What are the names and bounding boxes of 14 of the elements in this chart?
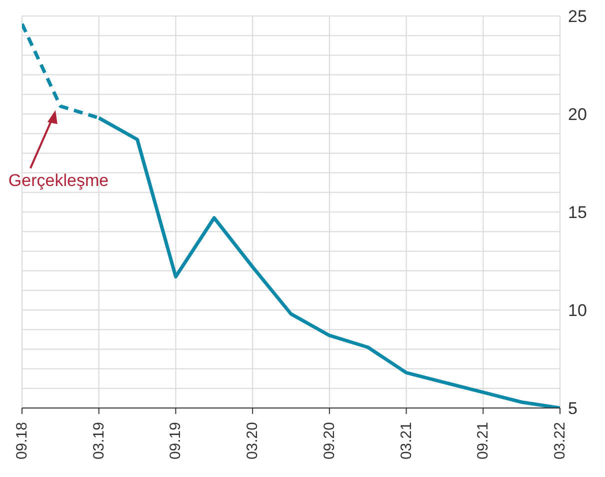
x-tick-label: 03.21 [398, 422, 415, 460]
x-tick-label: 03.19 [90, 422, 108, 460]
annotation: Gerçekleşme [8, 171, 109, 190]
x-tick-label: 03.20 [244, 422, 262, 460]
y-tick-label: 25 [568, 7, 587, 26]
y-tick-label: 20 [568, 105, 587, 124]
x-tick-label: 03.22 [552, 422, 568, 460]
x-tick-label: 09.18 [14, 422, 30, 460]
x-tick-label: 09.19 [167, 422, 184, 460]
y-tick-label: 5 [568, 399, 578, 418]
x-tick-label: 09.20 [320, 422, 338, 460]
x-tick-label: 09.21 [474, 422, 492, 460]
y-tick-label: 10 [568, 301, 587, 320]
y-tick-label: 15 [568, 203, 587, 222]
